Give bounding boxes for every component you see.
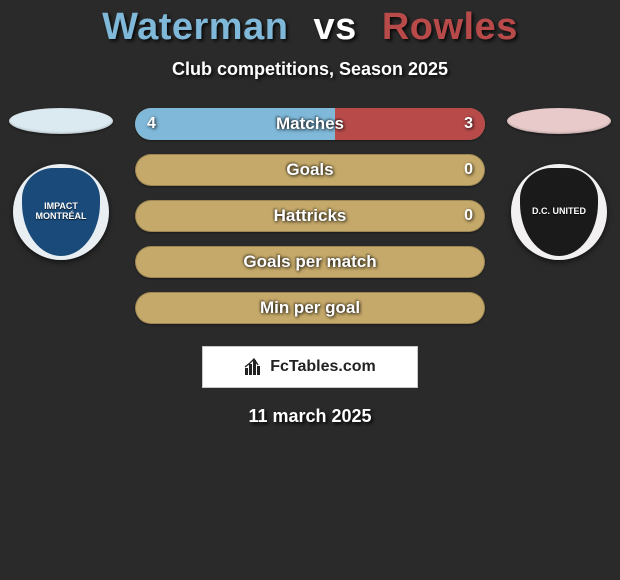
page-title: Waterman vs Rowles [0,0,620,49]
stat-bar: Hattricks0 [135,200,485,232]
stat-bar: Matches4 3 [135,108,485,140]
stat-bar-label: Goals [135,160,485,180]
stat-bar: Goals per match [135,246,485,278]
stat-bar-label: Hattricks [135,206,485,226]
team-right-crest-label: D.C. UNITED [520,168,598,256]
team-right-ellipse [507,108,611,134]
player1-name: Waterman [102,6,288,48]
team-left-column: IMPACT MONTRÉAL [6,108,116,260]
brand-box[interactable]: FcTables.com [202,346,418,388]
date-text: 11 march 2025 [0,406,620,427]
subtitle: Club competitions, Season 2025 [0,59,620,80]
team-left-ellipse [9,108,113,134]
brand-text: FcTables.com [270,358,376,376]
stat-bar-label: Goals per match [135,252,485,272]
vs-text: vs [313,6,356,48]
stat-bar: Goals0 [135,154,485,186]
stat-value-right: 0 [464,200,473,232]
comparison-content: IMPACT MONTRÉAL D.C. UNITED Matches4 3 Goa… [0,108,620,427]
stat-value-right: 0 [464,154,473,186]
stat-value-right: 3 [464,108,473,140]
player2-name: Rowles [382,6,518,48]
stat-bar-label: Min per goal [135,298,485,318]
stat-bar: Min per goal [135,292,485,324]
stat-bars: Matches43Goals0Hattricks0Goals per match… [135,108,485,324]
team-left-crest-label: IMPACT MONTRÉAL [22,168,100,256]
stat-value-left: 4 [147,108,156,140]
team-left-crest: IMPACT MONTRÉAL [13,164,109,260]
bar-chart-icon [244,358,264,376]
team-right-column: D.C. UNITED [504,108,614,260]
stat-bar-label: Matches [135,114,485,134]
team-right-crest: D.C. UNITED [511,164,607,260]
